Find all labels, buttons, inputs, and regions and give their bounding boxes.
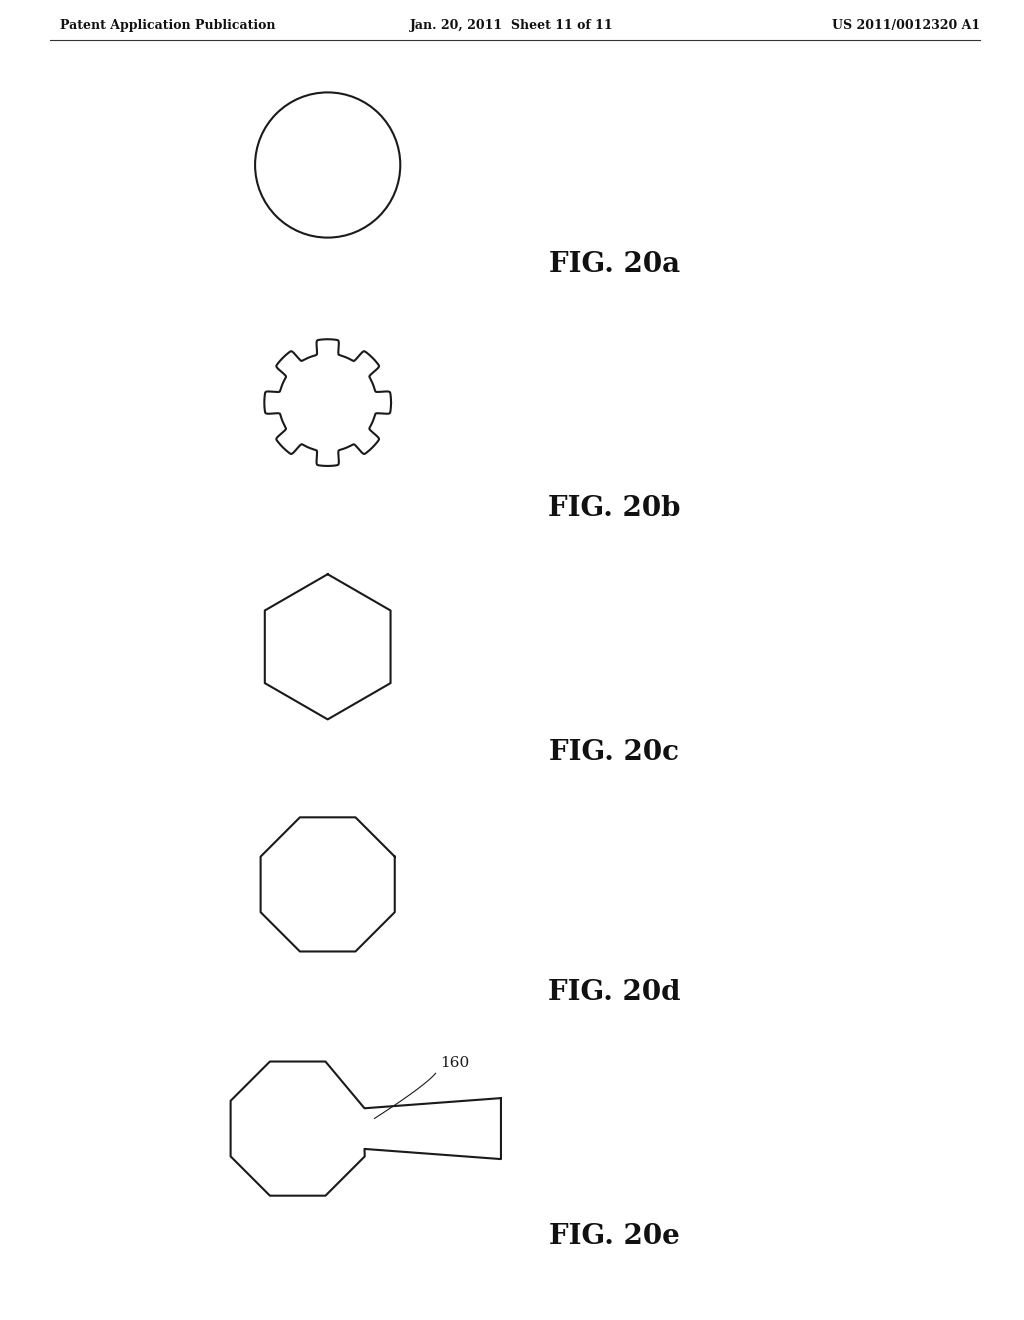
Text: FIG. 20e: FIG. 20e	[549, 1224, 680, 1250]
Text: 160: 160	[440, 1056, 470, 1071]
Text: Jan. 20, 2011  Sheet 11 of 11: Jan. 20, 2011 Sheet 11 of 11	[411, 18, 613, 32]
Text: Patent Application Publication: Patent Application Publication	[60, 18, 275, 32]
Text: FIG. 20c: FIG. 20c	[550, 739, 679, 766]
Text: FIG. 20b: FIG. 20b	[548, 495, 681, 521]
Text: FIG. 20d: FIG. 20d	[548, 979, 681, 1006]
Text: FIG. 20a: FIG. 20a	[549, 251, 680, 277]
Text: US 2011/0012320 A1: US 2011/0012320 A1	[831, 18, 980, 32]
